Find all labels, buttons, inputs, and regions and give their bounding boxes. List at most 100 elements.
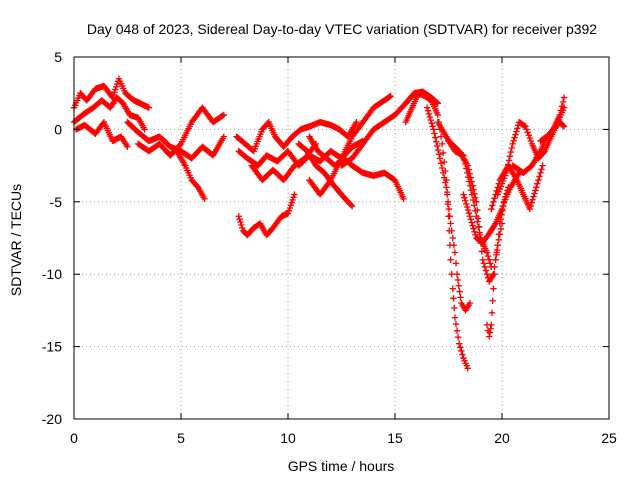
data-point — [447, 220, 454, 227]
data-marker — [474, 215, 482, 222]
data-marker — [435, 151, 443, 158]
data-marker — [457, 294, 464, 301]
data-marker — [524, 129, 531, 136]
data-point — [434, 100, 441, 107]
data-marker — [495, 231, 502, 238]
data-marker — [506, 153, 514, 160]
data-marker — [471, 228, 478, 235]
data-marker — [527, 137, 535, 145]
data-point — [443, 184, 450, 191]
data-marker — [526, 134, 534, 142]
x-tick-label: 10 — [280, 430, 296, 446]
data-marker — [448, 271, 455, 278]
data-marker — [482, 267, 490, 274]
data-marker — [531, 190, 538, 197]
data-marker — [470, 202, 478, 209]
data-marker — [461, 194, 468, 201]
data-marker — [514, 125, 521, 132]
data-marker — [497, 215, 504, 223]
data-marker — [456, 288, 463, 295]
data-marker — [486, 329, 494, 336]
data-point — [539, 162, 546, 169]
series-arc12 — [248, 140, 320, 184]
series-arc15 — [402, 90, 471, 372]
data-point — [449, 285, 456, 292]
data-marker — [439, 149, 447, 157]
data-point — [349, 202, 356, 210]
data-point — [451, 249, 459, 256]
data-point — [201, 195, 208, 203]
data-marker — [459, 351, 466, 358]
chart-title: Day 048 of 2023, Sidereal Day-to-day VTE… — [87, 21, 597, 37]
data-marker — [527, 202, 534, 210]
data-marker — [465, 209, 473, 217]
data-points — [70, 75, 568, 372]
data-marker — [442, 179, 449, 186]
data-marker — [450, 242, 458, 249]
data-marker — [451, 304, 458, 312]
x-tick-label: 0 — [70, 430, 78, 446]
data-marker — [498, 211, 505, 219]
data-marker — [525, 131, 532, 139]
data-marker — [471, 190, 478, 197]
data-marker — [463, 200, 470, 208]
x-tick-label: 15 — [387, 430, 403, 446]
data-marker — [528, 199, 535, 207]
data-marker — [450, 295, 457, 302]
data-marker — [469, 182, 476, 189]
data-marker — [465, 166, 472, 173]
data-point — [466, 213, 474, 220]
y-tick-label: 5 — [54, 49, 62, 65]
y-tick-labels: -20 -15 -10 -5 0 5 — [42, 49, 62, 427]
data-point — [438, 140, 446, 148]
y-tick-label: 0 — [54, 121, 62, 137]
series-arc13 — [306, 92, 394, 198]
data-marker — [448, 227, 455, 234]
data-marker — [530, 193, 537, 200]
data-marker — [464, 206, 472, 214]
data-marker — [438, 164, 446, 172]
data-point — [124, 143, 131, 150]
data-marker — [452, 260, 460, 267]
data-point — [496, 220, 504, 227]
data-marker — [444, 191, 451, 198]
data-marker — [507, 148, 515, 156]
y-tick-label: -5 — [50, 194, 63, 210]
data-marker — [513, 128, 520, 135]
data-marker — [493, 251, 500, 259]
data-point — [145, 104, 153, 111]
data-point — [526, 205, 534, 213]
data-point — [312, 140, 320, 148]
data-marker — [557, 107, 565, 114]
data-point — [141, 126, 148, 133]
data-marker — [432, 134, 439, 141]
data-point — [522, 123, 529, 130]
data-marker — [535, 176, 542, 184]
data-marker — [503, 165, 511, 172]
series-arc16 — [423, 104, 474, 314]
data-marker — [491, 194, 498, 202]
data-marker — [508, 144, 515, 152]
series-arc2 — [70, 94, 148, 133]
grid — [74, 57, 609, 419]
data-marker — [326, 178, 333, 185]
data-marker — [536, 173, 543, 180]
data-point — [473, 198, 480, 205]
data-marker — [441, 158, 448, 166]
data-marker — [497, 225, 505, 233]
data-marker — [523, 126, 530, 133]
data-point — [456, 340, 463, 347]
x-tick-label: 5 — [177, 430, 185, 446]
series-arc8 — [233, 118, 360, 155]
data-point — [560, 94, 568, 101]
data-marker — [429, 123, 436, 130]
series-arc1 — [70, 75, 153, 111]
data-marker — [537, 169, 544, 177]
data-marker — [237, 218, 244, 226]
data-marker — [445, 205, 453, 213]
data-marker — [426, 113, 434, 121]
data-marker — [466, 170, 473, 177]
data-point — [490, 285, 497, 292]
series-arc5 — [135, 104, 227, 159]
